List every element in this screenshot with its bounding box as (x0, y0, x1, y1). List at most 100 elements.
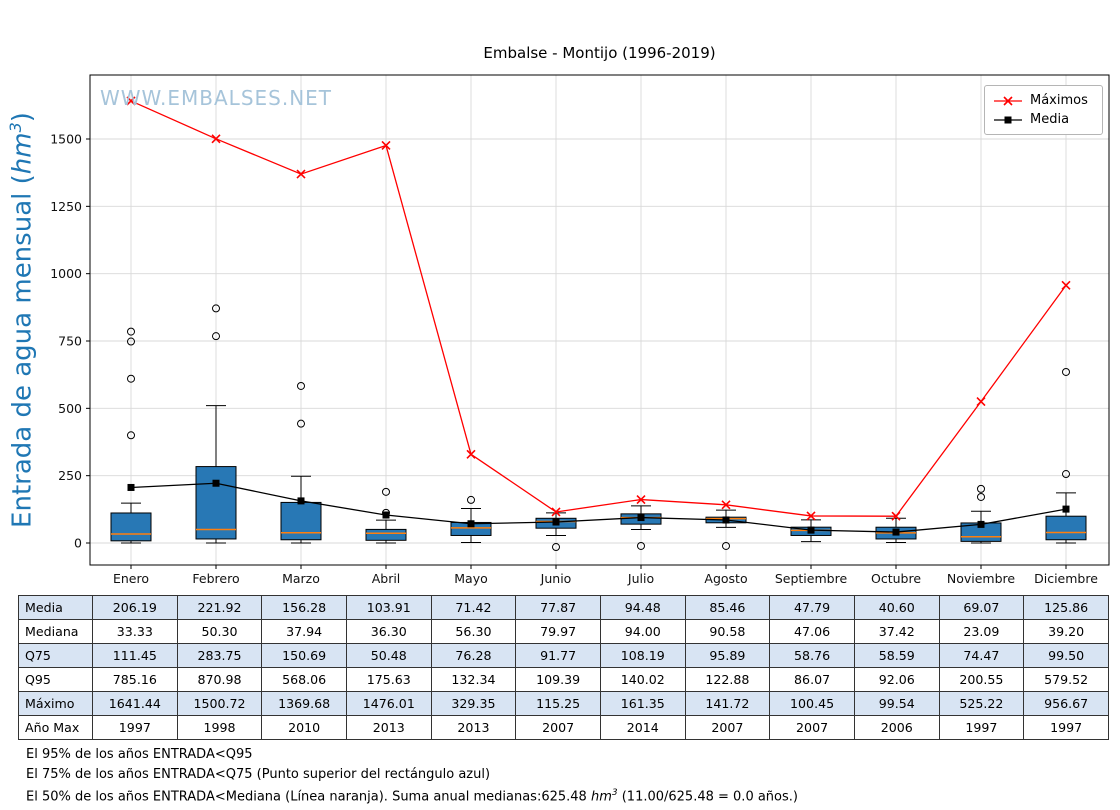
outlier-point (722, 541, 730, 550)
y-tick-label: 500 (58, 401, 82, 416)
y-tick-label: 250 (58, 468, 82, 483)
table-cell: 50.30 (176, 619, 263, 644)
table-cell: 74.47 (938, 643, 1025, 668)
table-cell: 206.19 (92, 595, 178, 620)
grid (90, 75, 1109, 565)
table-cell: 2006 (853, 715, 940, 740)
x-tick-label: Junio (540, 571, 572, 586)
footnote-mediana-text-2: (11.00/625.48 = 0.0 años.) (617, 789, 798, 805)
table-cell: 2014 (599, 715, 686, 740)
table-cell: 1998 (176, 715, 263, 740)
series-media (127, 479, 1070, 536)
x-tick-label: Octubre (871, 571, 921, 586)
table-cell: 40.60 (853, 595, 940, 620)
table-cell: 125.86 (1023, 595, 1109, 620)
table-cell: 86.07 (769, 667, 855, 692)
outlier-point (127, 374, 135, 383)
table-cell: 2007 (769, 715, 855, 740)
table-cell: 77.87 (515, 595, 601, 620)
table-cell: 99.54 (853, 691, 940, 716)
plot-area (90, 75, 1109, 565)
table-cell: 99.50 (1023, 643, 1109, 668)
legend-label-media: Media (1030, 112, 1070, 127)
box-enero (110, 327, 152, 544)
maximos-line-x-marker-icon (994, 95, 1022, 106)
table-cell: 94.48 (599, 595, 686, 620)
boxplot-chart: 0 250 500 750 1000 1250 1500 Enero Febrero Marzo A… (50, 74, 1110, 586)
table-cell: 23.09 (938, 619, 1025, 644)
outlier-point (552, 543, 560, 552)
table-cell: 95.89 (684, 643, 771, 668)
table-cell: 37.42 (853, 619, 940, 644)
box-marzo (280, 381, 322, 544)
outlier-point (977, 492, 985, 501)
table-cell: 1476.01 (345, 691, 432, 716)
table-cell: 1500.72 (176, 691, 263, 716)
table-cell: 156.28 (261, 595, 347, 620)
table-row-q75: Q75 111.45 283.75 150.69 50.48 76.28 91.77 108.… (18, 643, 1109, 668)
y-tick-label: 1250 (50, 199, 82, 214)
legend-label-maximos: Máximos (1030, 93, 1088, 108)
table-row-máximo: Máximo 1641.44 1500.72 1369.68 1476.01 329.35… (18, 691, 1109, 716)
table-cell: 108.19 (599, 643, 686, 668)
table-cell: 1997 (92, 715, 178, 740)
footnote-mediana-unit: hm (590, 789, 612, 805)
table-cell: 140.02 (599, 667, 686, 692)
box-febrero (195, 304, 237, 544)
table-cell: 785.16 (92, 667, 178, 692)
x-tick-label: Septiembre (775, 571, 848, 586)
y-tick-label: 1000 (50, 266, 82, 281)
table-row-año-max: Año Max 1997 1998 2010 2013 2013 2007 2014 2007 2… (18, 715, 1109, 740)
table-cell: 92.06 (853, 667, 940, 692)
table-cell: 870.98 (176, 667, 263, 692)
box-diciembre (1045, 367, 1087, 544)
y-axis-label-unit: hm (7, 132, 38, 175)
row-label: Máximo (18, 691, 93, 716)
chart-title: Embalse - Montijo (1996-2019) (483, 44, 716, 62)
table-cell: 79.97 (515, 619, 601, 644)
table-cell: 283.75 (176, 643, 263, 668)
row-label: Q75 (18, 643, 93, 668)
plot-border (89, 74, 1110, 566)
table-cell: 90.58 (684, 619, 771, 644)
y-axis-label-exponent: 3 (6, 122, 25, 133)
outlier-point (212, 332, 220, 341)
table-cell: 37.94 (261, 619, 347, 644)
table-cell: 2007 (684, 715, 771, 740)
media-line-square-marker-icon (994, 116, 1022, 123)
table-cell: 111.45 (92, 643, 178, 668)
x-tick-label: Marzo (282, 571, 320, 586)
table-cell: 69.07 (938, 595, 1025, 620)
outlier-point (637, 541, 645, 550)
table-cell: 150.69 (261, 643, 347, 668)
watermark: WWW.EMBALSES.NET (100, 86, 333, 110)
outlier-point (297, 381, 305, 390)
footnote-q75: El 75% de los años ENTRADA<Q75 (Punto su… (26, 766, 491, 782)
legend-item-media: Media (993, 110, 1094, 129)
table-cell: 47.79 (769, 595, 855, 620)
table-row-mediana: Mediana 33.33 50.30 37.94 36.30 56.30 79.97 94.… (18, 619, 1109, 644)
table-row-media: Media 206.19 221.92 156.28 103.91 71.42 77.87 9… (18, 595, 1109, 620)
table-cell: 2013 (345, 715, 432, 740)
table-cell: 200.55 (938, 667, 1025, 692)
table-cell: 100.45 (769, 691, 855, 716)
table-cell: 115.25 (515, 691, 601, 716)
table-cell: 94.00 (599, 619, 686, 644)
outlier-point (297, 419, 305, 428)
table-cell: 109.39 (515, 667, 601, 692)
row-label: Media (18, 595, 93, 620)
table-cell: 103.91 (345, 595, 432, 620)
table-cell: 132.34 (430, 667, 517, 692)
box-abril (365, 487, 407, 544)
outlier-point (127, 337, 135, 346)
row-label: Q95 (18, 667, 93, 692)
outlier-point (467, 495, 475, 504)
table-cell: 329.35 (430, 691, 517, 716)
outlier-point (127, 327, 135, 336)
footnote-mediana-exponent: 3 (611, 788, 618, 798)
footnote-mediana: El 50% de los años ENTRADA<Mediana (Líne… (26, 784, 798, 807)
table-cell: 56.30 (430, 619, 517, 644)
table-cell: 1997 (938, 715, 1025, 740)
table-cell: 141.72 (684, 691, 771, 716)
table-cell: 579.52 (1023, 667, 1109, 692)
